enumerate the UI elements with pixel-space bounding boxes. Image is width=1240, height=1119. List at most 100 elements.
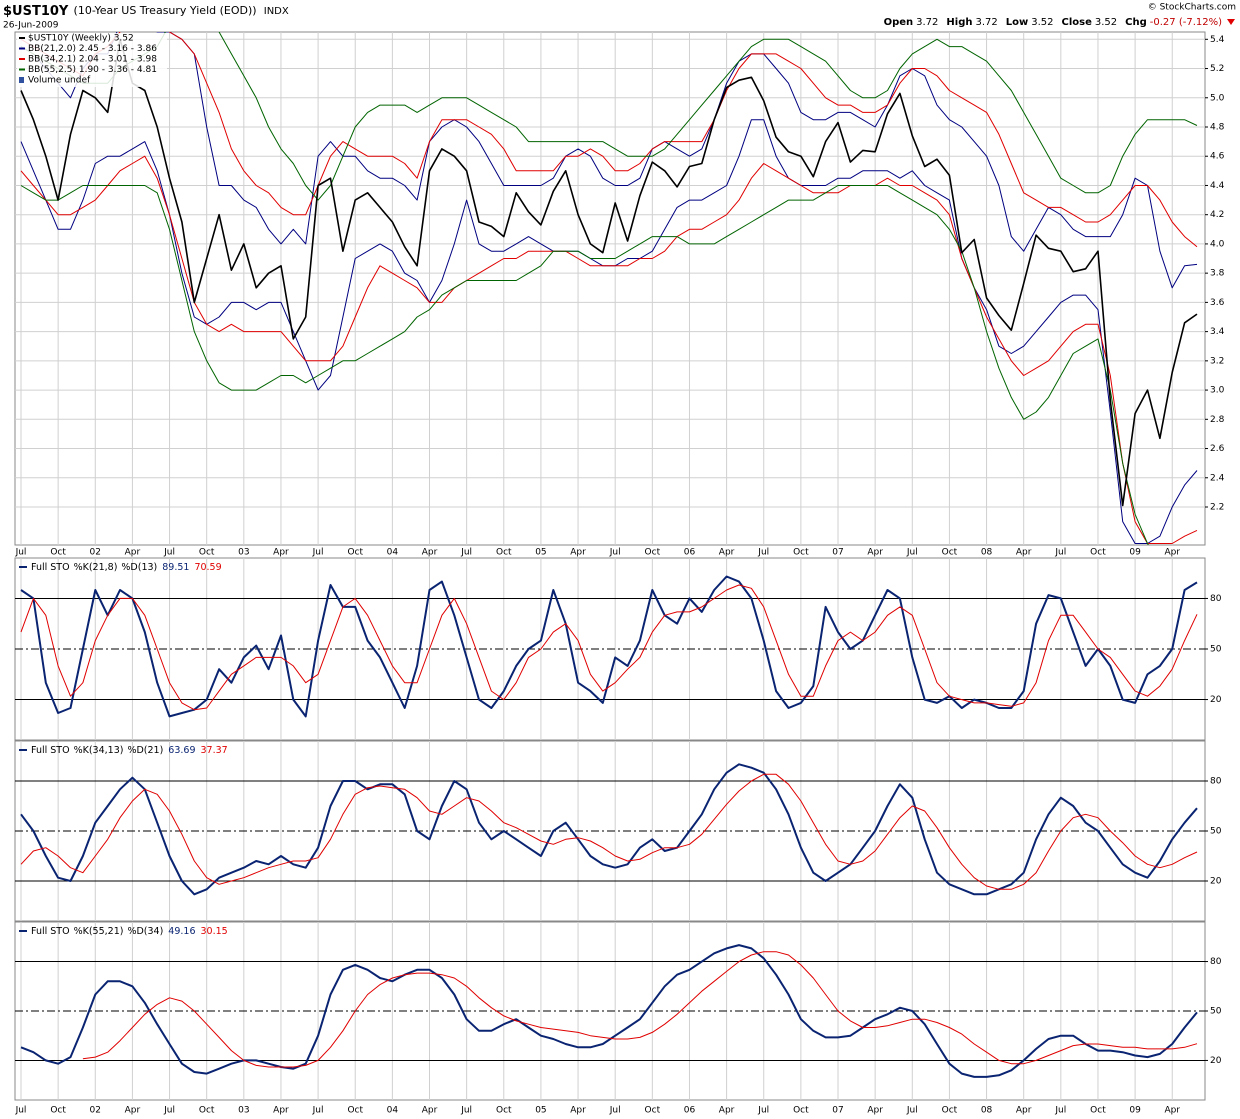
- x-tick-label: Apr: [422, 1106, 438, 1116]
- quote-value: 3.52: [1031, 17, 1053, 28]
- y-tick-label: 2.8: [1210, 415, 1225, 425]
- y-tick-label: 5.2: [1210, 64, 1224, 74]
- x-tick-label: Oct: [1090, 1106, 1106, 1116]
- last-value: 89.51: [162, 562, 189, 573]
- plot-area: [15, 32, 1205, 545]
- series-line: [20, 944, 1198, 1078]
- panel-title: Full STO %K(55,21) %D(34) 49.16 30.15: [31, 926, 228, 937]
- x-tick-label: Jul: [312, 1106, 324, 1116]
- panel-title: Full STO %K(34,13) %D(21) 63.69 37.37: [31, 745, 228, 756]
- series-line: [20, 763, 1198, 896]
- y-tick-label: 3.0: [1210, 386, 1225, 396]
- x-tick-label: Jul: [1054, 1106, 1066, 1116]
- y-tick-label: 2.2: [1210, 503, 1224, 513]
- series-line: [20, 38, 1198, 507]
- quote-label: High: [946, 17, 972, 28]
- series-name: %D(34): [127, 926, 163, 937]
- y-tick-label: 80: [1210, 777, 1222, 787]
- x-tick-label: Oct: [793, 548, 809, 558]
- panel: [14, 31, 1206, 546]
- quote-value: 3.72: [916, 17, 938, 28]
- quote-value: -0.27 (-7.12%): [1150, 17, 1222, 28]
- y-tick-label: 3.8: [1210, 269, 1225, 279]
- y-tick-label: 50: [1210, 827, 1222, 837]
- x-tick-label: Jul: [15, 1106, 27, 1116]
- x-tick-label: Apr: [422, 548, 438, 558]
- x-tick-label: Oct: [942, 548, 958, 558]
- quote-value: 3.52: [1095, 17, 1117, 28]
- x-tick-label: Jul: [757, 548, 769, 558]
- panel-title: Full STO %K(21,8) %D(13) 89.51 70.59: [31, 562, 222, 573]
- x-tick-label: 09: [1129, 1106, 1141, 1116]
- x-tick-label: 07: [832, 1106, 843, 1116]
- series-name: %K(55,21): [74, 926, 124, 937]
- x-tick-label: Oct: [645, 548, 661, 558]
- quote: Open 3.72 High 3.72 Low 3.52 Close 3.52 Chg -0.27…: [884, 17, 1223, 28]
- x-tick-label: Jul: [1054, 548, 1066, 558]
- x-tick-label: Apr: [867, 1106, 883, 1116]
- y-tick-label: 5.0: [1210, 93, 1225, 103]
- x-tick-label: Jul: [609, 1106, 621, 1116]
- x-tick-label: Apr: [867, 548, 883, 558]
- last-value: 63.69: [168, 745, 195, 756]
- band-upper: [20, 32, 1198, 289]
- x-tick-label: Oct: [50, 1106, 66, 1116]
- quote-label: Low: [1006, 17, 1028, 28]
- x-tick-label: Jul: [163, 1106, 175, 1116]
- series-line: [20, 584, 1198, 711]
- y-tick-label: 20: [1210, 877, 1222, 887]
- band-lower: [20, 185, 1149, 545]
- x-tick-label: Oct: [199, 548, 215, 558]
- x-tick-label: Jul: [757, 1106, 769, 1116]
- x-tick-label: Oct: [942, 1106, 958, 1116]
- quote-value: 3.72: [975, 17, 997, 28]
- x-tick-label: Jul: [312, 548, 324, 558]
- y-tick-label: 20: [1210, 695, 1222, 705]
- x-tick-label: Jul: [460, 1106, 472, 1116]
- y-tick-label: 5.4: [1210, 35, 1225, 45]
- title: Full STO: [31, 745, 70, 756]
- x-tick-label: 05: [535, 1106, 546, 1116]
- y-tick-label: 4.4: [1210, 181, 1225, 191]
- x-tick-label: Oct: [347, 548, 363, 558]
- quote-label: Close: [1062, 17, 1093, 28]
- title: Full STO: [31, 562, 70, 573]
- y-tick-label: 3.6: [1210, 298, 1225, 308]
- y-tick-label: 4.6: [1210, 152, 1225, 162]
- x-tick-label: 08: [981, 1106, 993, 1116]
- x-tick-label: 03: [238, 1106, 249, 1116]
- series-name: %D(21): [127, 745, 163, 756]
- x-tick-label: 06: [684, 548, 696, 558]
- last-value: 49.16: [168, 926, 195, 937]
- band-upper: [20, 32, 1198, 248]
- description: (10-Year US Treasury Yield (EOD)): [74, 4, 257, 17]
- legend-label: BB(34,2.1) 2.04 - 3.01 - 3.98: [28, 55, 157, 65]
- y-tick-label: 50: [1210, 1007, 1222, 1017]
- x-tick-label: 05: [535, 548, 546, 558]
- x-tick-label: Jul: [163, 548, 175, 558]
- x-tick-label: Jul: [460, 548, 472, 558]
- plot-area: [15, 558, 1205, 740]
- x-tick-label: Oct: [199, 1106, 215, 1116]
- x-tick-label: Apr: [570, 1106, 586, 1116]
- x-tick-label: Jul: [15, 548, 27, 558]
- x-tick-label: Apr: [570, 548, 586, 558]
- y-tick-label: 2.6: [1210, 444, 1225, 454]
- chart-heading: $UST10Y (10-Year US Treasury Yield (EOD)…: [3, 4, 289, 19]
- x-tick-label: Oct: [793, 1106, 809, 1116]
- series-line: [20, 773, 1198, 890]
- last-value: 30.15: [201, 926, 228, 937]
- x-tick-label: 04: [387, 548, 399, 558]
- y-tick-label: 3.2: [1210, 356, 1224, 366]
- y-tick-label: 20: [1210, 1056, 1222, 1066]
- x-tick-label: Jul: [906, 548, 918, 558]
- x-tick-label: 06: [684, 1106, 696, 1116]
- legend-label: BB(21,2.0) 2.45 - 3.16 - 3.86: [28, 44, 157, 54]
- band-upper: [20, 32, 1198, 201]
- legend-box: [17, 33, 167, 87]
- y-tick-label: 50: [1210, 645, 1222, 655]
- y-tick-label: 4.0: [1210, 239, 1225, 249]
- x-tick-label: Apr: [1016, 548, 1032, 558]
- y-tick-label: 80: [1210, 594, 1222, 604]
